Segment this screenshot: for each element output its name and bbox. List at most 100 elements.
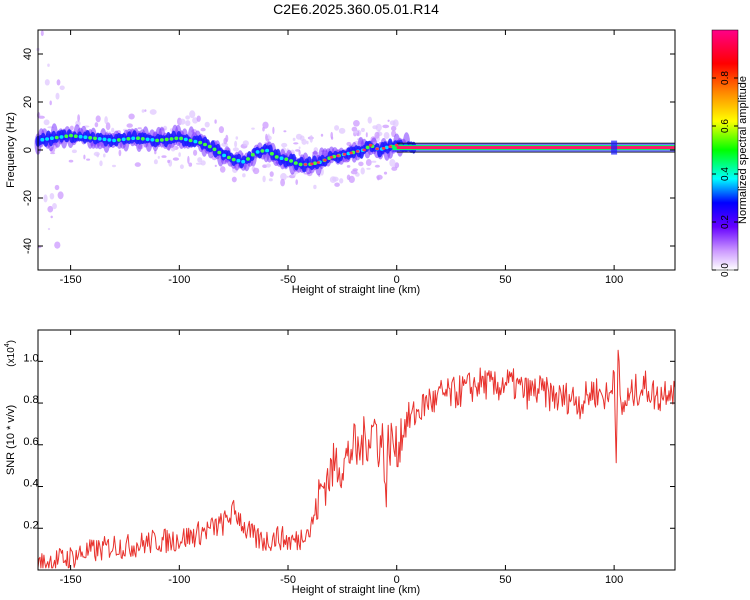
spectrogram-speckle: [93, 151, 100, 157]
spectrogram-ridge-dot: [384, 145, 389, 150]
spectrogram-ridge-dot: [54, 135, 59, 140]
spectrogram-ridge-dot: [284, 157, 289, 161]
spectrogram-ridge-dot: [83, 135, 88, 139]
spectrogram-speckle: [295, 133, 303, 140]
spectrogram-speckle: [265, 133, 268, 142]
spectrogram-ridge-dot: [73, 134, 78, 138]
spectrogram-speckle: [167, 159, 171, 164]
colorbar-tick-label: 0.4: [720, 167, 731, 181]
spectrogram-ridge-dot: [121, 137, 126, 142]
spectrogram-speckle: [44, 79, 50, 86]
spectrogram-ridge-peak: [394, 143, 399, 147]
spectrogram-speckle: [283, 130, 287, 133]
spectrogram-speckle: [69, 125, 74, 131]
spectrogram-speckle: [382, 124, 390, 129]
snr-scale-suffix: ): [6, 340, 17, 343]
snr-x-ticks: -150 -100 -50 0 50 100: [60, 330, 623, 586]
spectrogram-speckle: [309, 135, 313, 143]
spectrogram-speckle: [292, 137, 296, 141]
spectrogram-ridge-dot: [69, 133, 73, 138]
spectrogram-speckle: [374, 131, 380, 139]
spectrogram-speckle: [214, 164, 217, 167]
spectrogram-ridge-dot: [97, 137, 102, 141]
spectrogram-speckle: [68, 159, 74, 163]
spectrogram-speckle: [43, 119, 50, 126]
spectrogram-ridge-dot: [78, 134, 83, 139]
spectrogram-speckle: [339, 178, 344, 184]
spectrogram-speckle: [153, 159, 158, 165]
spectrogram-speckle: [251, 127, 255, 130]
y-tick-label: 0.2: [23, 519, 38, 531]
snr-scale-exponent: 4: [4, 343, 11, 347]
spectrogram-speckle: [262, 175, 266, 183]
spectrogram-speckle: [185, 115, 191, 120]
spectrogram-speckle: [214, 119, 217, 124]
snr-panel: -150 -100 -50 0 50 100 0.2 0.4 0.6 0.8 1.0 Height…: [4, 329, 676, 596]
spectrogram-speckle: [47, 205, 54, 213]
spectrogram-speckle: [280, 173, 287, 181]
spectrogram-speckle: [38, 115, 45, 119]
spectrogram-ridge-dot: [155, 138, 160, 143]
spectrogram-ridge-dot: [265, 148, 270, 153]
spectrogram-speckle: [141, 109, 145, 113]
spectrogram-speckle: [40, 30, 44, 37]
spectrogram-ridge-dot: [226, 155, 231, 160]
spectrogram-ridge-peak: [388, 145, 393, 149]
spectrogram-speckle: [272, 126, 275, 135]
spectrogram-ridge-dot: [150, 138, 155, 142]
spectrogram-speckle: [59, 85, 65, 91]
spectrogram-ridge-dot: [212, 147, 217, 152]
spectrogram-constant-peak: [396, 146, 675, 150]
spectrogram-ridge-dot: [289, 159, 294, 163]
spectrogram-speckle: [389, 120, 396, 126]
spectrogram-speckle: [394, 162, 400, 169]
spectrogram-ridge-dot: [293, 161, 298, 165]
spectrogram-ridge-dot: [203, 142, 207, 147]
spectrogram-speckle: [126, 123, 133, 128]
spectrogram-panel: -150 -100 -50 0 50 100 -40 -20 0 20 40 Height of …: [5, 29, 676, 296]
y-tick-label: -40: [22, 238, 34, 254]
spectrogram-speckle: [391, 166, 398, 171]
snr-scale-note: (x104): [4, 340, 17, 367]
spectrogram-ridge-dot: [107, 138, 112, 142]
spectrogram-ridge-dot: [131, 136, 136, 141]
spectrogram-speckle: [172, 157, 179, 161]
spectrogram-y-axis-label: Frequency (Hz): [5, 112, 17, 188]
spectrogram-speckle: [161, 155, 167, 158]
spectrogram-ridge-dot: [88, 136, 93, 140]
snr-plot-area: [38, 330, 675, 570]
spectrogram-speckle: [55, 92, 60, 100]
y-tick-label: 0: [22, 147, 34, 153]
spectrogram-speckle: [391, 125, 397, 132]
y-tick-label: 1.0: [23, 352, 38, 364]
spectrogram-speckle: [185, 120, 191, 127]
spectrogram-speckle: [232, 147, 239, 152]
snr-frame: [37, 329, 676, 571]
spectrogram-speckle: [103, 153, 106, 158]
spectrogram-speckle: [200, 127, 206, 132]
snr-x-axis-label: Height of straight line (km): [292, 584, 420, 596]
spectrogram-speckle: [313, 184, 317, 190]
spectrogram-speckle: [47, 227, 51, 231]
spectrogram-ridge-dot: [274, 155, 279, 159]
spectrogram-speckle: [383, 132, 390, 139]
spectrogram-ridge-dot: [298, 162, 303, 167]
spectrogram-speckle: [293, 142, 299, 145]
spectrogram-speckle: [280, 178, 285, 187]
spectrogram-speckle: [134, 162, 141, 167]
spectrogram-speckle: [54, 184, 60, 191]
spectrogram-speckle: [105, 122, 111, 131]
y-tick-label: 40: [22, 48, 34, 60]
spectrogram-speckle: [50, 215, 53, 219]
spectrogram-ridge-dot: [279, 156, 284, 160]
spectrogram-speckle: [353, 130, 359, 134]
spectrogram-ridge-dot: [198, 140, 203, 145]
spectrogram-speckle: [383, 171, 388, 175]
spectrogram-speckle: [157, 155, 160, 159]
spectrogram-speckle: [306, 140, 309, 145]
spectrogram-ridge-peak: [336, 154, 340, 158]
spectrogram-ridge-peak: [316, 161, 321, 164]
spectrogram-ridge-dot: [246, 157, 250, 161]
spectrogram-speckle: [188, 162, 193, 167]
